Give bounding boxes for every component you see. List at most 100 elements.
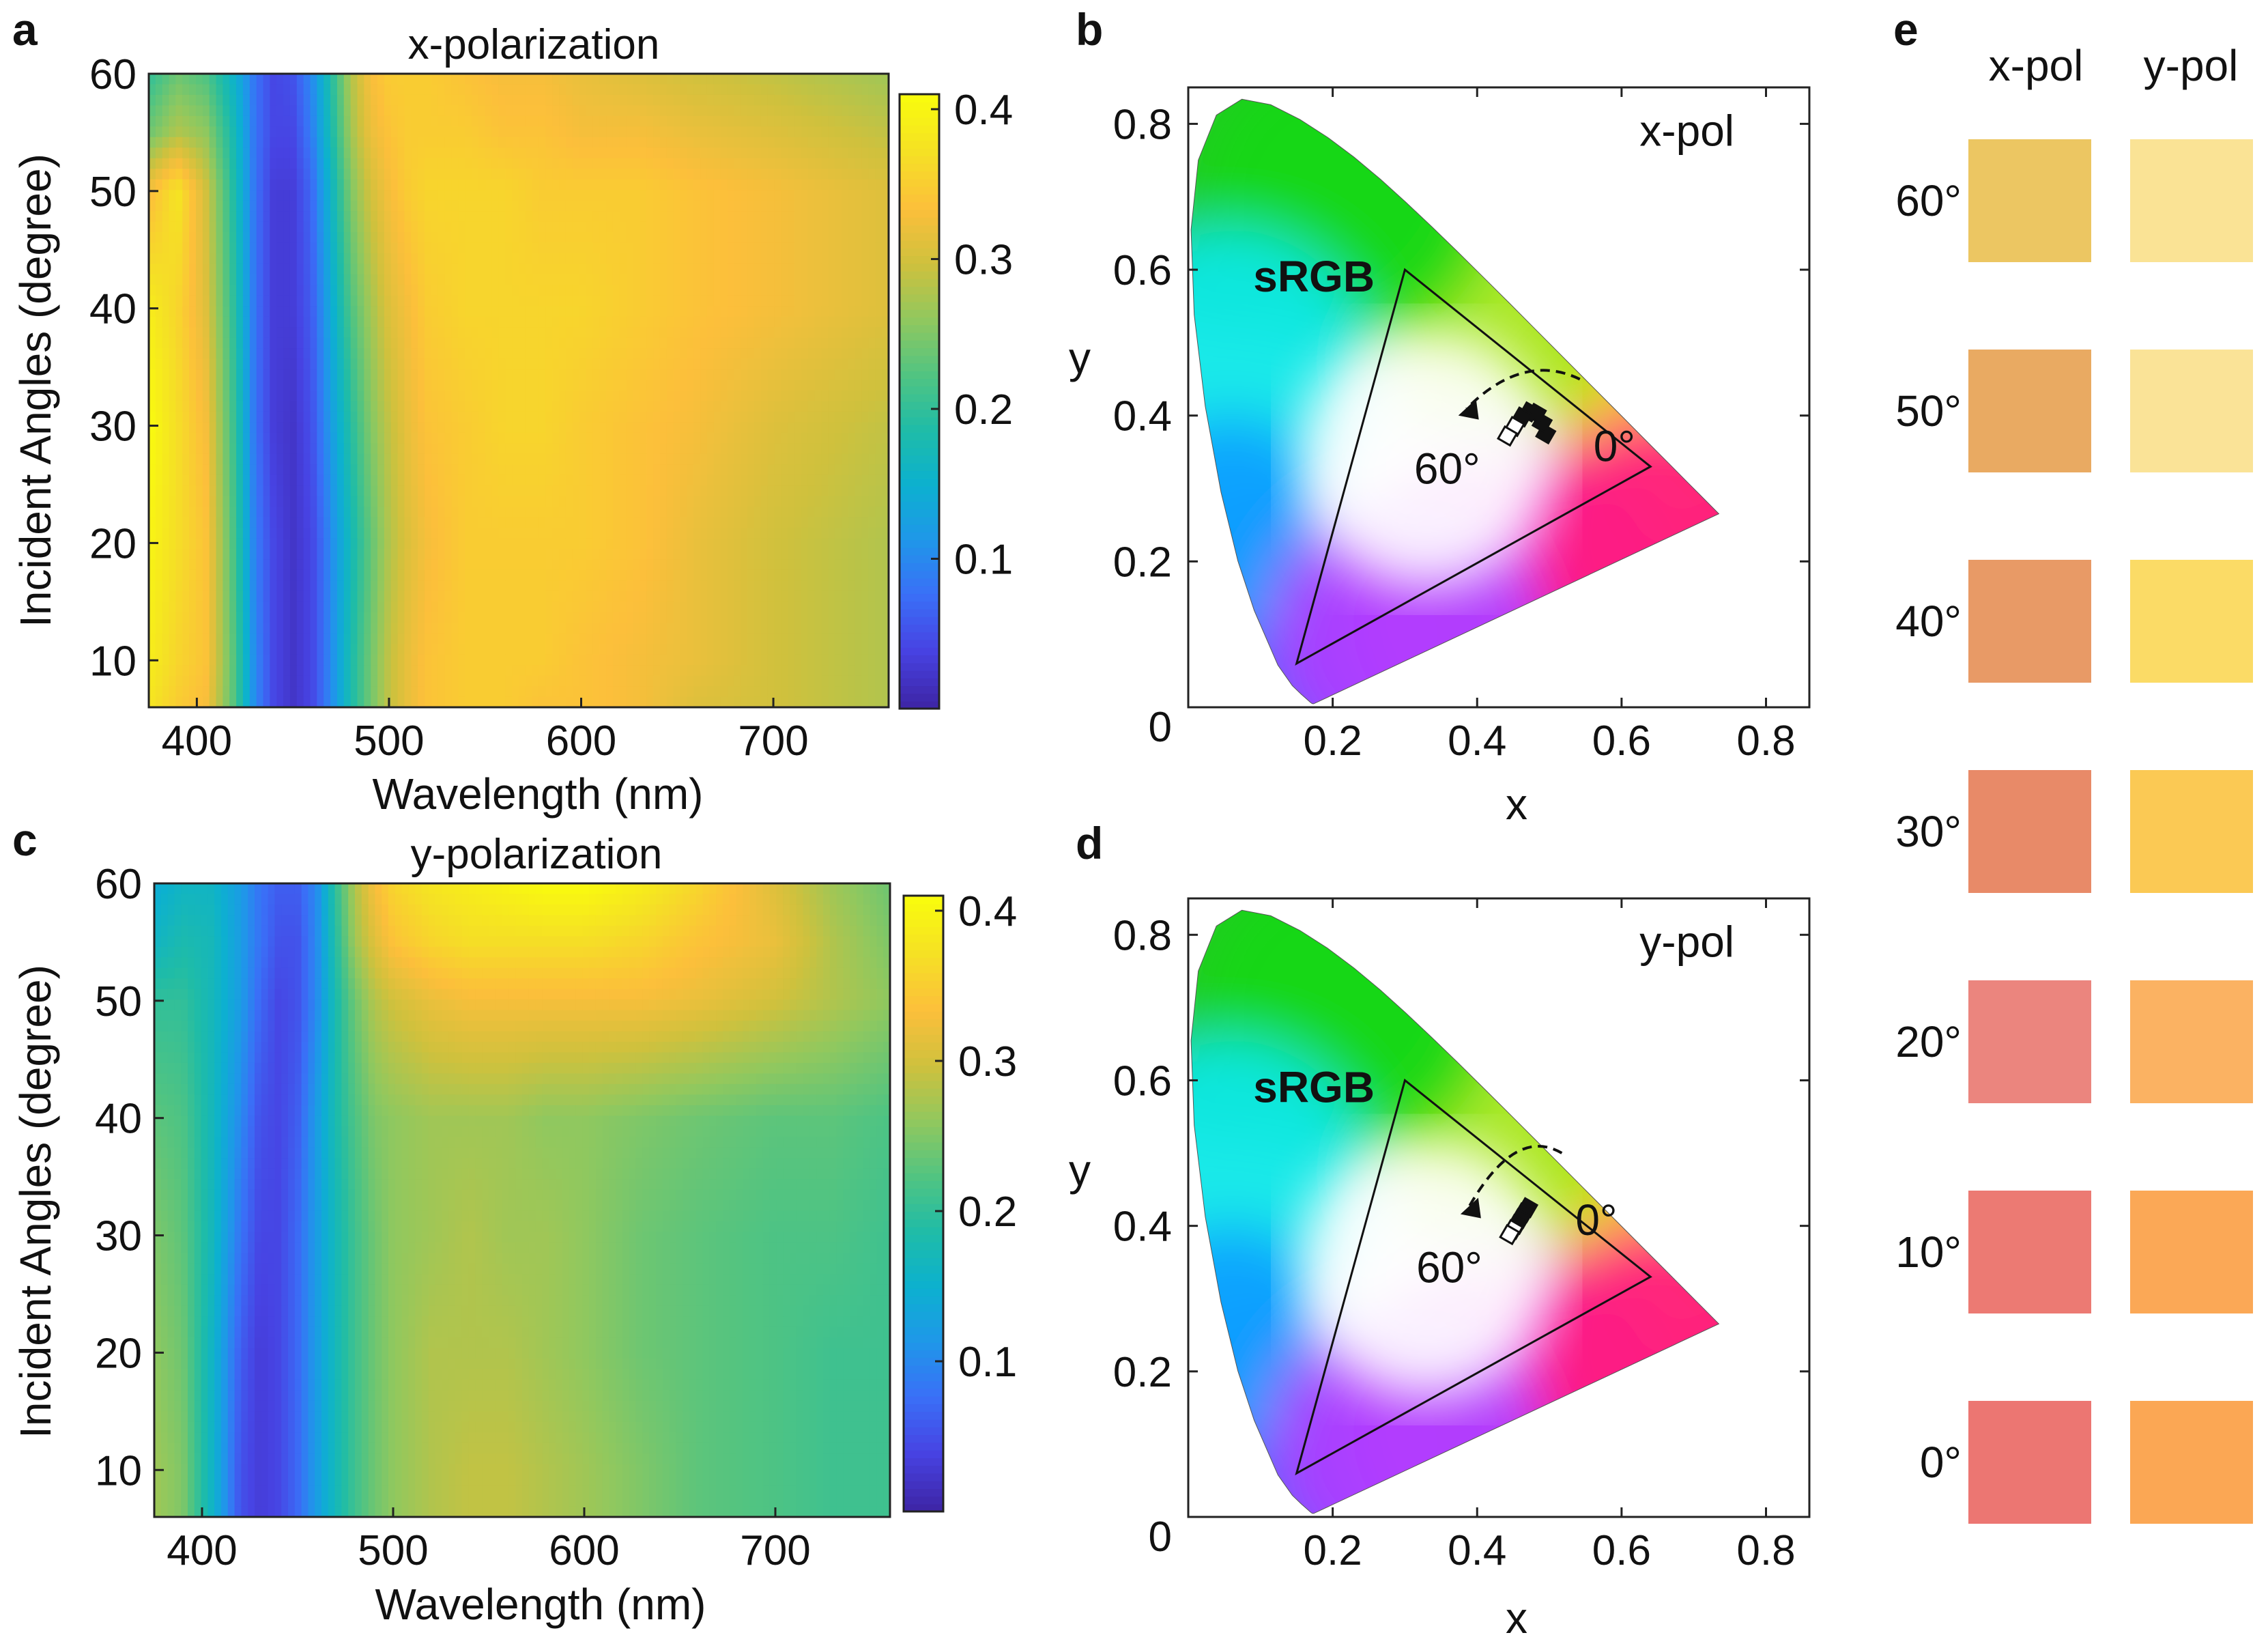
heatmap-cell — [794, 126, 801, 137]
heatmap-cell — [311, 496, 317, 507]
heatmap-cell — [283, 317, 290, 328]
heatmap-cell — [633, 137, 640, 148]
heatmap-cell — [566, 201, 573, 212]
heatmap-cell — [498, 475, 505, 486]
heatmap-cell — [384, 201, 391, 212]
heatmap-cell — [559, 359, 566, 370]
heatmap-cell — [660, 296, 667, 307]
heatmap-cell — [592, 507, 599, 517]
heatmap-cell — [700, 201, 707, 212]
heatmap-cell — [512, 285, 519, 296]
heatmap-cell — [566, 454, 573, 465]
heatmap-cell — [330, 147, 337, 158]
heatmap-cell — [505, 475, 512, 486]
heatmap-cell — [613, 169, 620, 180]
heatmap-cell — [721, 496, 728, 507]
heatmap-cell — [842, 253, 848, 264]
heatmap-cell — [532, 348, 539, 359]
heatmap-cell — [283, 528, 290, 539]
heatmap-cell — [304, 390, 311, 401]
heatmap-cell — [868, 348, 875, 359]
heatmap-cell — [606, 232, 613, 243]
heatmap-cell — [270, 412, 276, 423]
heatmap-cell — [835, 496, 842, 507]
heatmap-cell — [196, 517, 203, 528]
heatmap-cell — [512, 137, 519, 148]
heatmap-cell — [774, 433, 781, 444]
heatmap-cell — [229, 296, 236, 307]
heatmap-cell — [485, 464, 492, 475]
heatmap-cell — [330, 105, 337, 116]
heatmap-cell — [586, 285, 593, 296]
heatmap-cell — [189, 306, 196, 317]
heatmap-cell — [451, 296, 458, 307]
heatmap-cell — [492, 211, 499, 222]
heatmap-cell — [283, 222, 290, 233]
heatmap-cell — [210, 105, 216, 116]
heatmap-cell — [229, 327, 236, 338]
heatmap-cell — [465, 116, 472, 127]
heatmap-cell — [801, 539, 808, 550]
heatmap-cell — [257, 390, 263, 401]
heatmap-cell — [357, 116, 364, 127]
heatmap-cell — [801, 485, 808, 496]
heatmap-cell — [229, 147, 236, 158]
heatmap-cell — [297, 253, 304, 264]
heatmap-cell — [250, 454, 257, 465]
heatmap-cell — [250, 190, 257, 201]
heatmap-cell — [741, 84, 747, 95]
heatmap-cell — [707, 84, 714, 95]
heatmap-cell — [875, 433, 882, 444]
heatmap-cell — [747, 232, 754, 243]
heatmap-cell — [337, 147, 344, 158]
heatmap-cell — [714, 95, 721, 106]
heatmap-cell — [317, 253, 324, 264]
heatmap-cell — [842, 264, 848, 274]
heatmap-cell — [364, 285, 371, 296]
heatmap-cell — [404, 475, 411, 486]
heatmap-cell — [741, 412, 747, 423]
heatmap-cell — [270, 306, 276, 317]
heatmap-cell — [472, 84, 478, 95]
heatmap-cell — [351, 180, 358, 190]
heatmap-cell — [835, 464, 842, 475]
heatmap-cell — [465, 359, 472, 370]
heatmap-cell — [304, 201, 311, 212]
heatmap-cell — [573, 296, 579, 307]
heatmap-cell — [351, 84, 358, 95]
heatmap-cell — [586, 222, 593, 233]
heatmap-cell — [210, 433, 216, 444]
heatmap-cell — [498, 201, 505, 212]
heatmap-cell — [317, 496, 324, 507]
heatmap-cell — [371, 274, 377, 285]
heatmap-cell — [714, 496, 721, 507]
heatmap-cell — [216, 158, 223, 169]
heatmap-cell — [175, 390, 182, 401]
heatmap-cell — [182, 317, 189, 328]
heatmap-cell — [747, 253, 754, 264]
heatmap-cell — [815, 242, 822, 253]
heatmap-cell — [458, 274, 465, 285]
heatmap-cell — [182, 475, 189, 486]
heatmap-cell — [788, 158, 794, 169]
heatmap-cell — [606, 264, 613, 274]
heatmap-cell — [774, 454, 781, 465]
heatmap-cell — [492, 485, 499, 496]
heatmap-cell — [203, 338, 210, 349]
heatmap-cell — [660, 105, 667, 116]
heatmap-cell — [680, 390, 687, 401]
heatmap-cell — [162, 190, 169, 201]
heatmap-cell — [566, 296, 573, 307]
heatmap-cell — [458, 232, 465, 243]
heatmap-cell — [741, 401, 747, 412]
heatmap-cell — [357, 517, 364, 528]
heatmap-cell — [162, 264, 169, 274]
heatmap-cell — [451, 317, 458, 328]
heatmap-cell — [182, 232, 189, 243]
heatmap-cell — [149, 74, 156, 85]
heatmap-cell — [613, 116, 620, 127]
heatmap-cell — [552, 306, 559, 317]
heatmap-cell — [431, 507, 438, 517]
heatmap-cell — [842, 126, 848, 137]
heatmap-cell — [398, 158, 405, 169]
